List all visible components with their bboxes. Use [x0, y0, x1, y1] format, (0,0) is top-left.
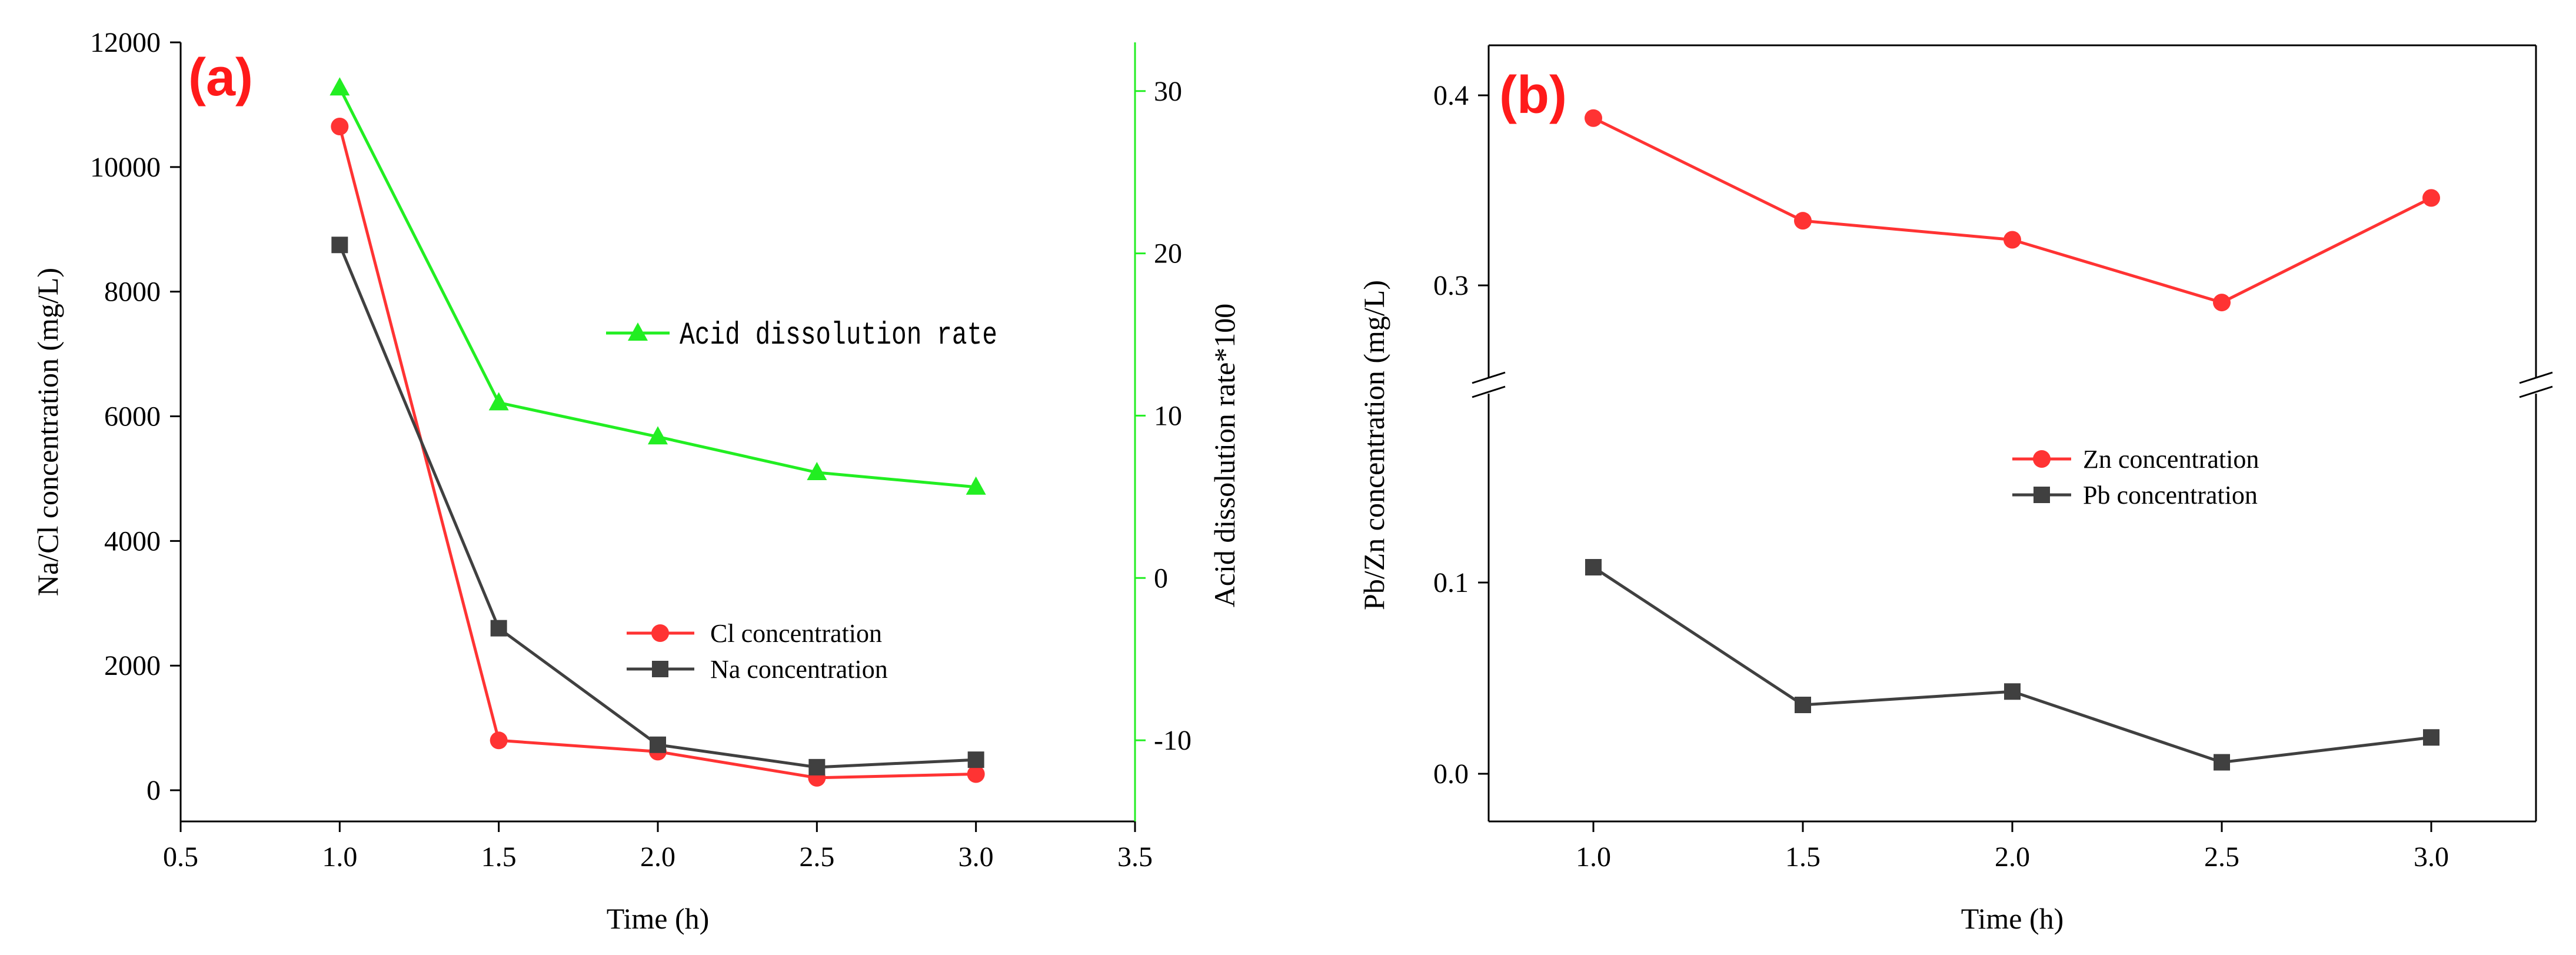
data-point-a-2 — [966, 476, 986, 495]
legend-marker-b — [2033, 450, 2051, 468]
data-point-a-2 — [330, 77, 350, 96]
legend-label-a: Na concentration — [710, 655, 888, 684]
panel-a: 0.5 1.0 1.5 2.0 2.5 3.0 3.5 0 2000 4000 6000 8000 10… — [31, 27, 1241, 935]
x-tick-label-a: 1.5 — [481, 841, 517, 873]
panel-label-a: (a) — [188, 48, 253, 107]
y2-tick-label-a: 0 — [1154, 563, 1168, 594]
y-tick-label-b: 0.1 — [1433, 567, 1469, 598]
series-line-b-1 — [1592, 565, 2432, 764]
data-point-b-0 — [2213, 294, 2231, 312]
data-point-b-1 — [2004, 683, 2021, 700]
y-axis-title-a: Na/Cl concentration (mg/L) — [31, 268, 64, 596]
data-point-b-1 — [2423, 729, 2439, 746]
data-point-a-1 — [650, 736, 666, 753]
data-point-b-0 — [1585, 109, 1602, 127]
y-tick-label-a: 0 — [147, 775, 161, 806]
x-tick-label-b: 2.5 — [2204, 841, 2239, 873]
data-point-b-0 — [2003, 231, 2021, 249]
x-axis-title-b: Time (h) — [1961, 902, 2064, 935]
data-point-b-1 — [1585, 559, 1602, 575]
x-axis-title-a: Time (h) — [607, 902, 710, 935]
x-tick-label-a: 3.5 — [1117, 841, 1153, 873]
data-point-a-2 — [648, 426, 668, 445]
y-tick-label-a: 2000 — [104, 650, 161, 681]
x-tick-label-a: 1.0 — [322, 841, 357, 873]
y2-tick-label-a: 30 — [1154, 76, 1182, 107]
axis-break-mark — [2519, 385, 2553, 398]
legend-label-b: Pb concentration — [2083, 481, 2258, 510]
legend-label-b: Zn concentration — [2083, 445, 2259, 474]
legend-marker-a — [628, 322, 648, 341]
data-point-a-2 — [807, 461, 827, 480]
y-axis-title-b: Pb/Zn concentration (mg/L) — [1357, 280, 1390, 610]
y2-tick-label-a: 20 — [1154, 238, 1182, 269]
y-tick-label-b: 0.4 — [1433, 80, 1469, 111]
y-tick-label-a: 8000 — [104, 277, 161, 308]
data-point-a-0 — [490, 731, 508, 750]
x-tick-label-b: 2.0 — [1995, 841, 2030, 873]
panel-b: 1.0 1.5 2.0 2.5 3.0 0.0 0.1 0.3 0.4 Time (h) Pb/Zn… — [1357, 44, 2553, 935]
data-point-a-1 — [808, 758, 826, 776]
y-tick-label-a: 6000 — [104, 401, 161, 432]
data-point-b-1 — [1795, 697, 1811, 713]
data-point-b-1 — [2214, 754, 2230, 771]
legend-marker-a — [651, 624, 669, 642]
y-tick-label-b: 0.0 — [1433, 758, 1469, 790]
x-tick-label-b: 1.0 — [1576, 841, 1611, 873]
axis-break-mark — [2519, 371, 2553, 384]
axis-break-mark — [1472, 371, 1506, 384]
y2-axis-title-a: Acid dissolution rate*100 — [1208, 304, 1241, 608]
series-line-b-0 — [1592, 117, 2432, 304]
y2-tick-label-a: 10 — [1154, 400, 1182, 431]
x-tick-label-a: 2.5 — [799, 841, 834, 873]
x-tick-label-a: 2.0 — [640, 841, 675, 873]
axis-break-mark — [1472, 385, 1506, 398]
data-point-a-0 — [331, 117, 349, 135]
legend-label-a: Acid dissolution rate — [680, 318, 997, 354]
data-point-a-0 — [967, 765, 985, 783]
y-tick-label-b: 0.3 — [1433, 270, 1469, 301]
legend-label-a: Cl concentration — [710, 619, 882, 648]
y-tick-label-a: 4000 — [104, 525, 161, 557]
x-tick-label-b: 3.0 — [2414, 841, 2449, 873]
legend-marker-b — [2033, 487, 2050, 503]
data-point-b-0 — [1794, 212, 1812, 230]
panel-label-b: (b) — [1499, 66, 1567, 125]
data-point-b-0 — [2422, 189, 2440, 207]
y-tick-label-a: 10000 — [90, 152, 161, 183]
y2-tick-label-a: -10 — [1154, 725, 1192, 756]
data-point-a-1 — [490, 620, 507, 637]
y-tick-label-a: 12000 — [90, 27, 161, 58]
data-point-a-2 — [488, 392, 509, 411]
legend-marker-a — [652, 661, 668, 677]
data-point-a-1 — [967, 751, 984, 768]
x-tick-label-a: 3.0 — [958, 841, 994, 873]
x-tick-label-a: 0.5 — [163, 841, 198, 873]
x-tick-label-b: 1.5 — [1785, 841, 1820, 873]
data-point-a-1 — [331, 237, 348, 254]
